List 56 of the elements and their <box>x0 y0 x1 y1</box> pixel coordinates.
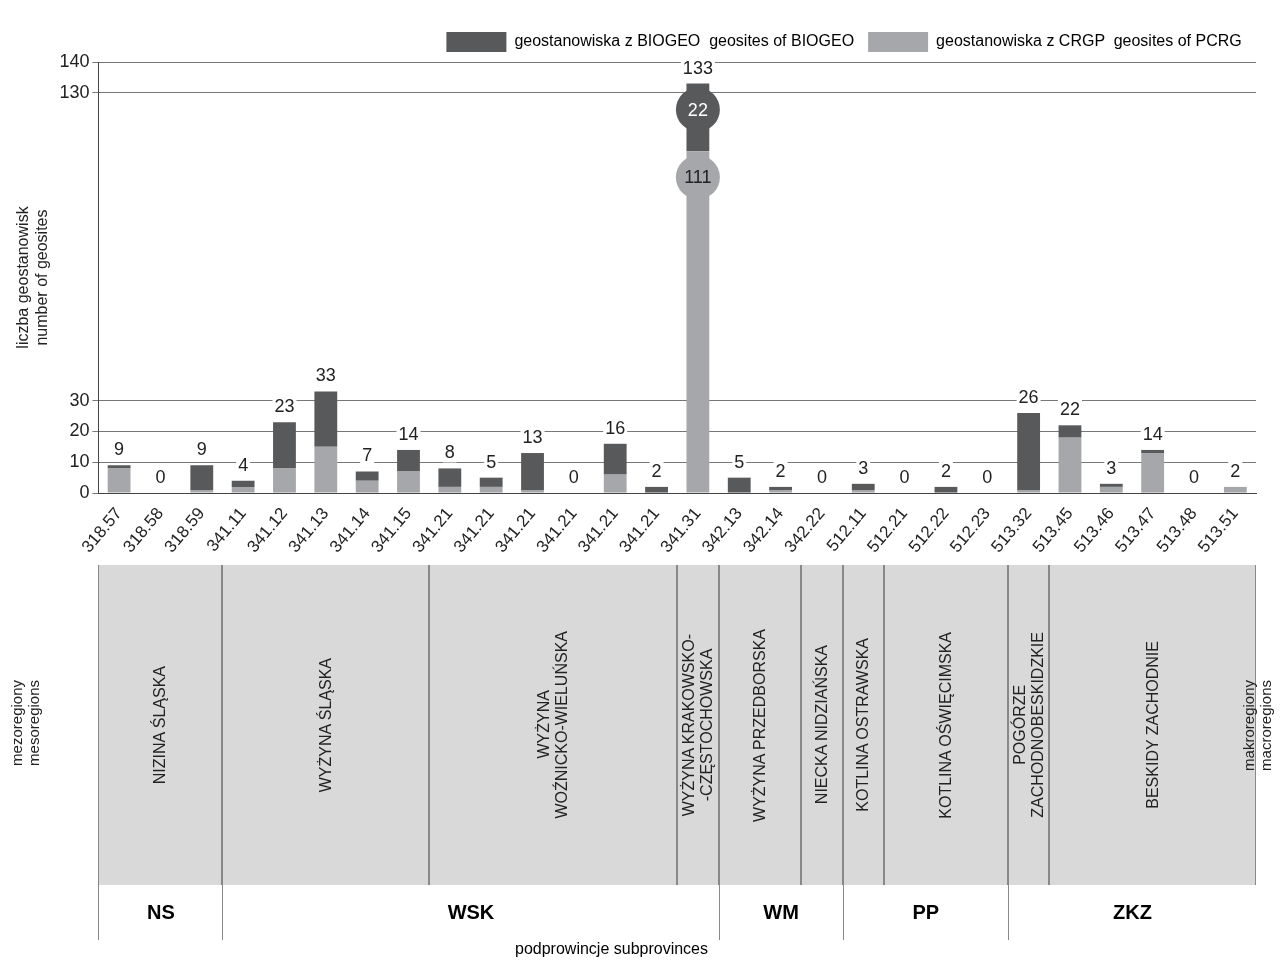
text: WM <box>718 885 843 940</box>
text: WYŻYNA KRAKOWSKO- -CZĘSTOCHOWSKA <box>679 633 716 817</box>
text: NS <box>98 885 223 940</box>
text: NIECKA NIDZIAŃSKA <box>812 645 831 805</box>
text: KOTLINA OSTRAWSKA <box>854 638 873 812</box>
total-label: 14 <box>1142 423 1163 444</box>
total-label: 33 <box>315 365 336 386</box>
total-label: 26 <box>1018 386 1039 407</box>
total-label: 4 <box>238 454 249 475</box>
y-tick-label: 30 <box>69 389 90 410</box>
text: makroregiony macroregions <box>1240 680 1274 771</box>
total-label: 2 <box>940 460 951 481</box>
total-label: 5 <box>486 451 497 472</box>
y-tick-label: 20 <box>69 420 90 441</box>
text: KOTLINA OŚWIĘCIMSKA <box>936 631 955 819</box>
total-label: 2 <box>775 460 786 481</box>
legend-label: geostanowiska z BIOGEO geosites of BIOGEO <box>514 32 855 50</box>
total-label: 0 <box>1188 467 1199 488</box>
total-label: 0 <box>568 467 579 488</box>
text: ZKZ <box>1007 885 1256 940</box>
total-label: 0 <box>155 467 166 488</box>
total-label: 2 <box>651 460 662 481</box>
y-tick-label: 140 <box>59 50 90 71</box>
text: POGÓRZE ZACHODNOBESKIDZKIE <box>1010 632 1047 818</box>
y-tick-label: 10 <box>69 451 90 472</box>
total-label: 2 <box>1230 460 1241 481</box>
text: PP <box>842 885 1008 940</box>
total-label: 13 <box>522 427 543 447</box>
y-tick-label: 0 <box>79 482 90 503</box>
y-tick-label: 130 <box>59 81 90 102</box>
text: WYŻYNA ŚLĄSKA <box>316 657 335 793</box>
total-label: 22 <box>1059 399 1080 420</box>
total-label: 0 <box>899 467 910 488</box>
legend-label: geostanowiska z CRGP geosites of PCRG <box>936 32 1242 50</box>
text: NIZINA ŚLĄSKA <box>151 665 170 785</box>
text: podprowincje subprovinces <box>515 940 708 958</box>
total-label: 0 <box>816 467 827 488</box>
text: WYŻYNA WOŹNICKO-WIELUŃSKA <box>535 631 572 819</box>
total-label: 9 <box>114 439 125 460</box>
y-axis-title: liczba geostanowisk number of geosites <box>14 205 51 349</box>
total-label: 16 <box>605 417 626 438</box>
total-label: 23 <box>274 396 295 417</box>
text: mezoregiony mesoregions <box>8 680 42 766</box>
text: BESKIDY ZACHODNIE <box>1143 641 1162 809</box>
total-label: 7 <box>362 445 373 466</box>
text: WSK <box>222 885 719 940</box>
total-label: 5 <box>734 451 745 472</box>
total-label: 8 <box>444 442 455 463</box>
text: WYŻYNA PRZEDBORSKA <box>750 628 769 822</box>
total-label: 14 <box>398 423 419 444</box>
total-label: 9 <box>196 439 207 460</box>
data-label: 111 <box>684 167 712 188</box>
total-label: 3 <box>858 457 869 478</box>
total-label: 133 <box>682 57 713 78</box>
total-label: 3 <box>1106 457 1117 478</box>
total-label: 0 <box>982 467 993 488</box>
